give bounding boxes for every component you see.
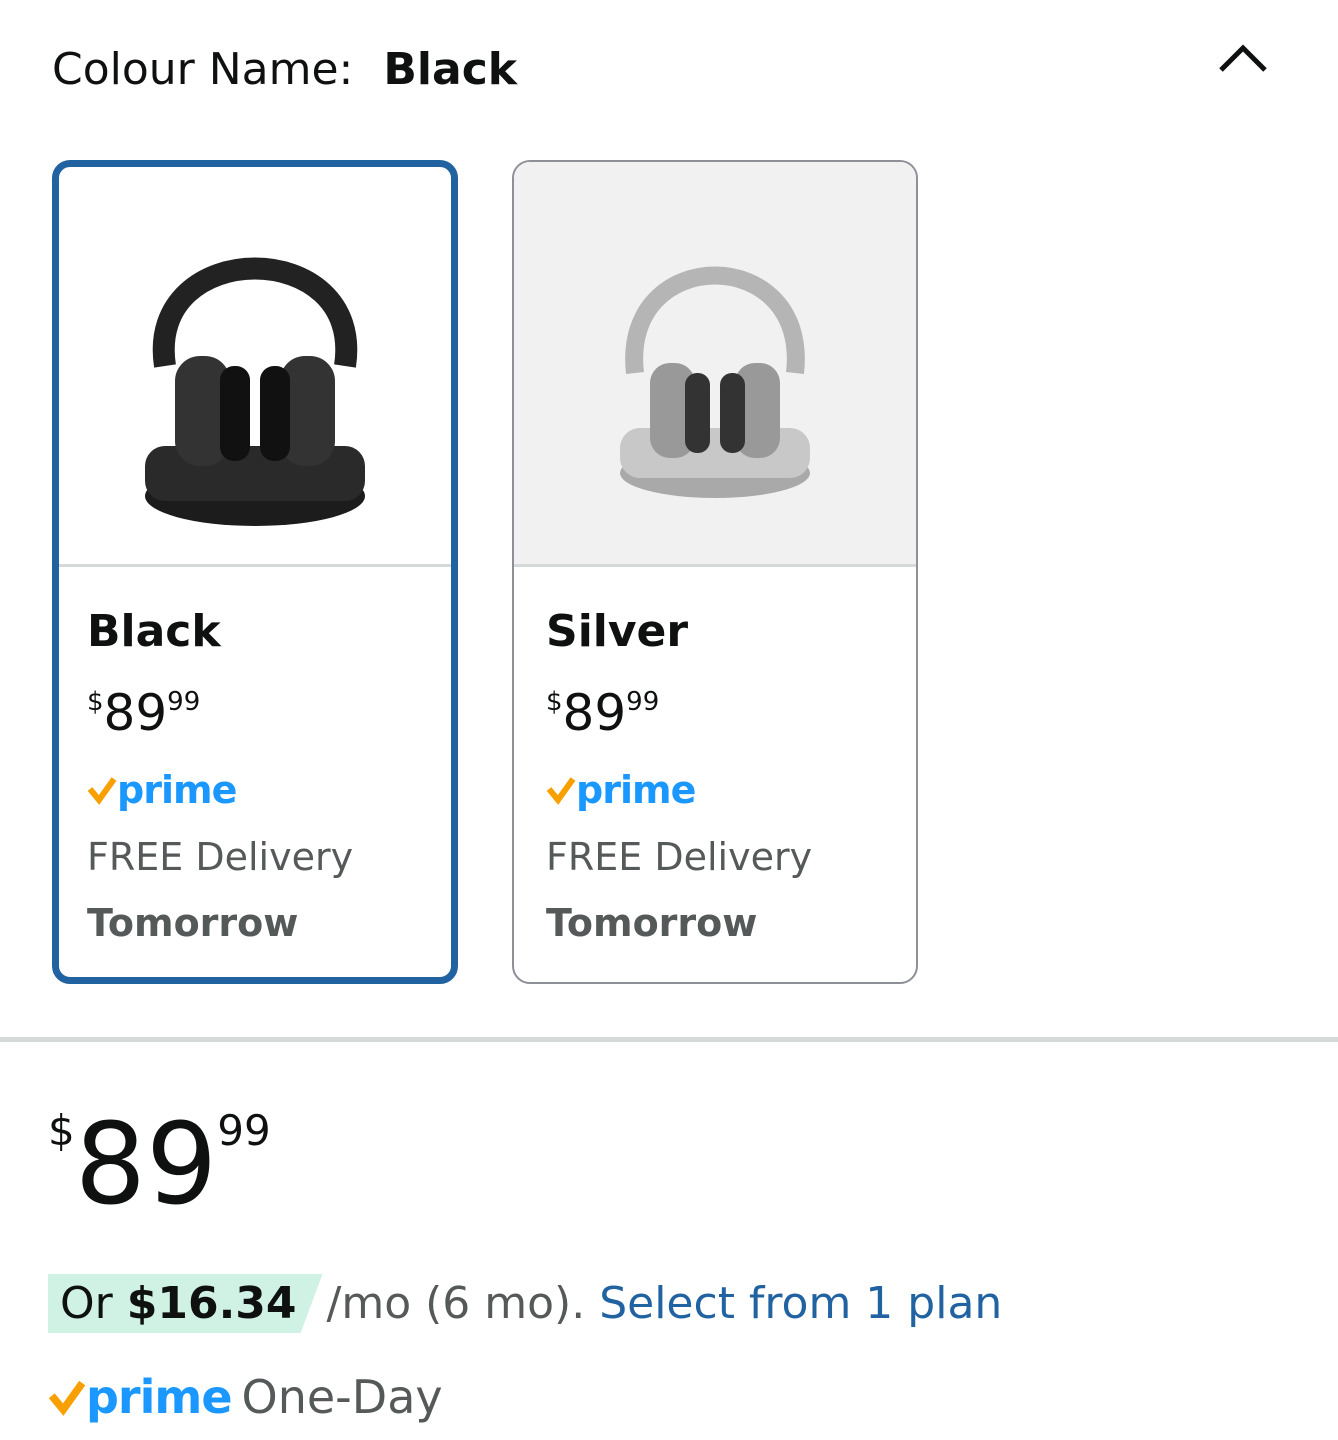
option-price: $8999 [87,672,451,755]
price-symbol: $ [87,687,104,717]
delivery-day: Tomorrow [546,901,758,945]
prime-check-icon [87,777,117,805]
option-name: Silver [546,606,689,657]
financing-amount: $16.34 [126,1278,297,1329]
price-fraction: 99 [167,687,201,717]
colour-option-silver[interactable]: Silver $8999 prime FREE Delivery Tomorro… [512,160,918,984]
prime-badge: prime [546,765,916,815]
main-price: $8999 [48,1100,271,1230]
delivery-day: Tomorrow [87,901,299,945]
price-symbol: $ [48,1106,75,1155]
prime-logo: prime [576,768,696,812]
product-image-silver [514,162,916,567]
select-plan-link[interactable]: Select from 1 plan [599,1278,1003,1329]
delivery-text: FREE Delivery [546,835,813,879]
headphones-image [145,257,365,526]
price-fraction: 99 [217,1106,271,1155]
option-price: $8999 [546,672,916,755]
headphones-image [620,266,810,498]
colour-label: Colour Name: [52,44,354,95]
financing-terms: /mo (6 mo). [326,1278,586,1329]
chevron-up-icon[interactable] [1216,40,1270,80]
price-fraction: 99 [626,687,660,717]
section-divider [0,1037,1338,1042]
prime-logo: prime [86,1370,233,1424]
price-symbol: $ [546,687,563,717]
prime-check-icon [48,1380,86,1416]
product-image-black [59,167,451,567]
prime-logo: prime [117,768,237,812]
prime-check-icon [546,777,576,805]
one-day-label: One-Day [241,1370,443,1424]
prime-badge: prime [87,765,451,815]
price-whole: 89 [103,684,168,742]
price-whole: 89 [562,684,627,742]
financing-badge: Or $16.34 [48,1274,323,1333]
colour-name-label: Colour Name: Black [52,44,517,95]
delivery-text: FREE Delivery [87,835,354,879]
selected-colour: Black [383,44,518,95]
price-whole: 89 [74,1100,218,1230]
option-name: Black [87,606,221,657]
prime-one-day: prime One-Day [48,1370,443,1424]
financing-line: Or $16.34 /mo (6 mo). Select from 1 plan [48,1274,1002,1333]
financing-prefix: Or [60,1278,113,1329]
colour-option-black[interactable]: Black $8999 prime FREE Delivery Tomorrow [52,160,458,984]
